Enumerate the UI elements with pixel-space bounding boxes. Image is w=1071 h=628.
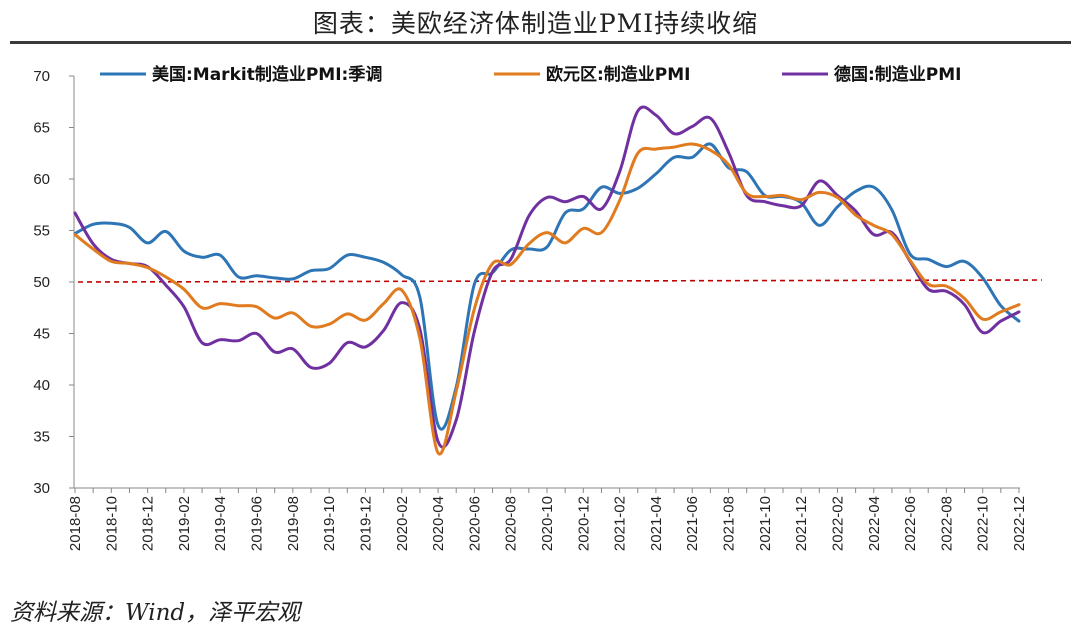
x-tick-label: 2022-06 <box>902 496 919 551</box>
x-tick-label: 2019-06 <box>249 496 266 551</box>
x-tick-label: 2020-04 <box>430 496 447 551</box>
x-tick-label: 2018-08 <box>67 496 84 551</box>
x-tick-label: 2022-08 <box>938 496 955 551</box>
x-tick-label: 2020-10 <box>539 496 556 551</box>
x-tick-label: 2021-04 <box>648 496 665 551</box>
source-note: 资料来源：Wind，泽平宏观 <box>10 600 301 626</box>
chart-legend: 美国:Markit制造业PMI:季调 欧元区:制造业PMI 德国:制造业PMI <box>100 64 962 85</box>
x-tick-label: 2021-02 <box>612 496 629 551</box>
x-tick-label: 2020-12 <box>575 496 592 551</box>
series-line-germany <box>73 105 1021 449</box>
x-tick-label: 2018-12 <box>140 496 157 551</box>
y-tick-label: 30 <box>33 480 50 497</box>
legend-item-eurozone-label: 欧元区:制造业PMI <box>546 64 691 85</box>
reference-line-50 <box>77 279 1043 283</box>
x-tick-label: 2022-04 <box>866 496 883 551</box>
series-line-us <box>73 142 1021 431</box>
x-tick-label: 2021-12 <box>793 496 810 551</box>
x-tick-label: 2019-08 <box>285 496 302 551</box>
legend-item-germany-label: 德国:制造业PMI <box>834 64 962 85</box>
x-tick-label: 2022-02 <box>829 496 846 551</box>
y-tick-label: 65 <box>33 120 50 137</box>
y-tick-label: 50 <box>33 274 50 291</box>
x-tick-label: 2021-08 <box>721 496 738 551</box>
y-tick-label: 60 <box>33 171 50 188</box>
x-tick-label: 2019-02 <box>176 496 193 551</box>
x-tick-label: 2018-10 <box>103 496 120 551</box>
y-tick-label: 35 <box>33 429 50 446</box>
series-lines <box>73 105 1021 456</box>
x-tick-label: 2020-06 <box>466 496 483 551</box>
x-tick-label: 2022-10 <box>975 496 992 551</box>
y-tick-label: 40 <box>33 377 50 394</box>
x-tick-label: 2022-12 <box>1011 496 1028 551</box>
x-tick-label: 2021-06 <box>684 496 701 551</box>
x-tick-label: 2019-12 <box>357 496 374 551</box>
chart-axes: 30 35 40 45 50 55 60 65 70 2018-08 2018-10 2018-12 2… <box>33 68 1028 551</box>
y-tick-label: 45 <box>33 326 50 343</box>
x-tick-label: 2021-10 <box>757 496 774 551</box>
y-tick-label: 70 <box>33 68 50 85</box>
x-tick-label: 2019-10 <box>321 496 338 551</box>
title-divider <box>10 41 1071 44</box>
reference-line-group <box>77 279 1043 283</box>
y-tick-label: 55 <box>33 223 50 240</box>
x-tick-label: 2019-04 <box>212 496 229 551</box>
chart-title: 图表：美欧经济体制造业PMI持续收缩 <box>312 9 759 38</box>
x-tick-label: 2020-02 <box>394 496 411 551</box>
x-tick-label: 2020-08 <box>503 496 520 551</box>
series-line-eurozone <box>73 142 1021 456</box>
legend-item-us-label: 美国:Markit制造业PMI:季调 <box>152 64 382 85</box>
